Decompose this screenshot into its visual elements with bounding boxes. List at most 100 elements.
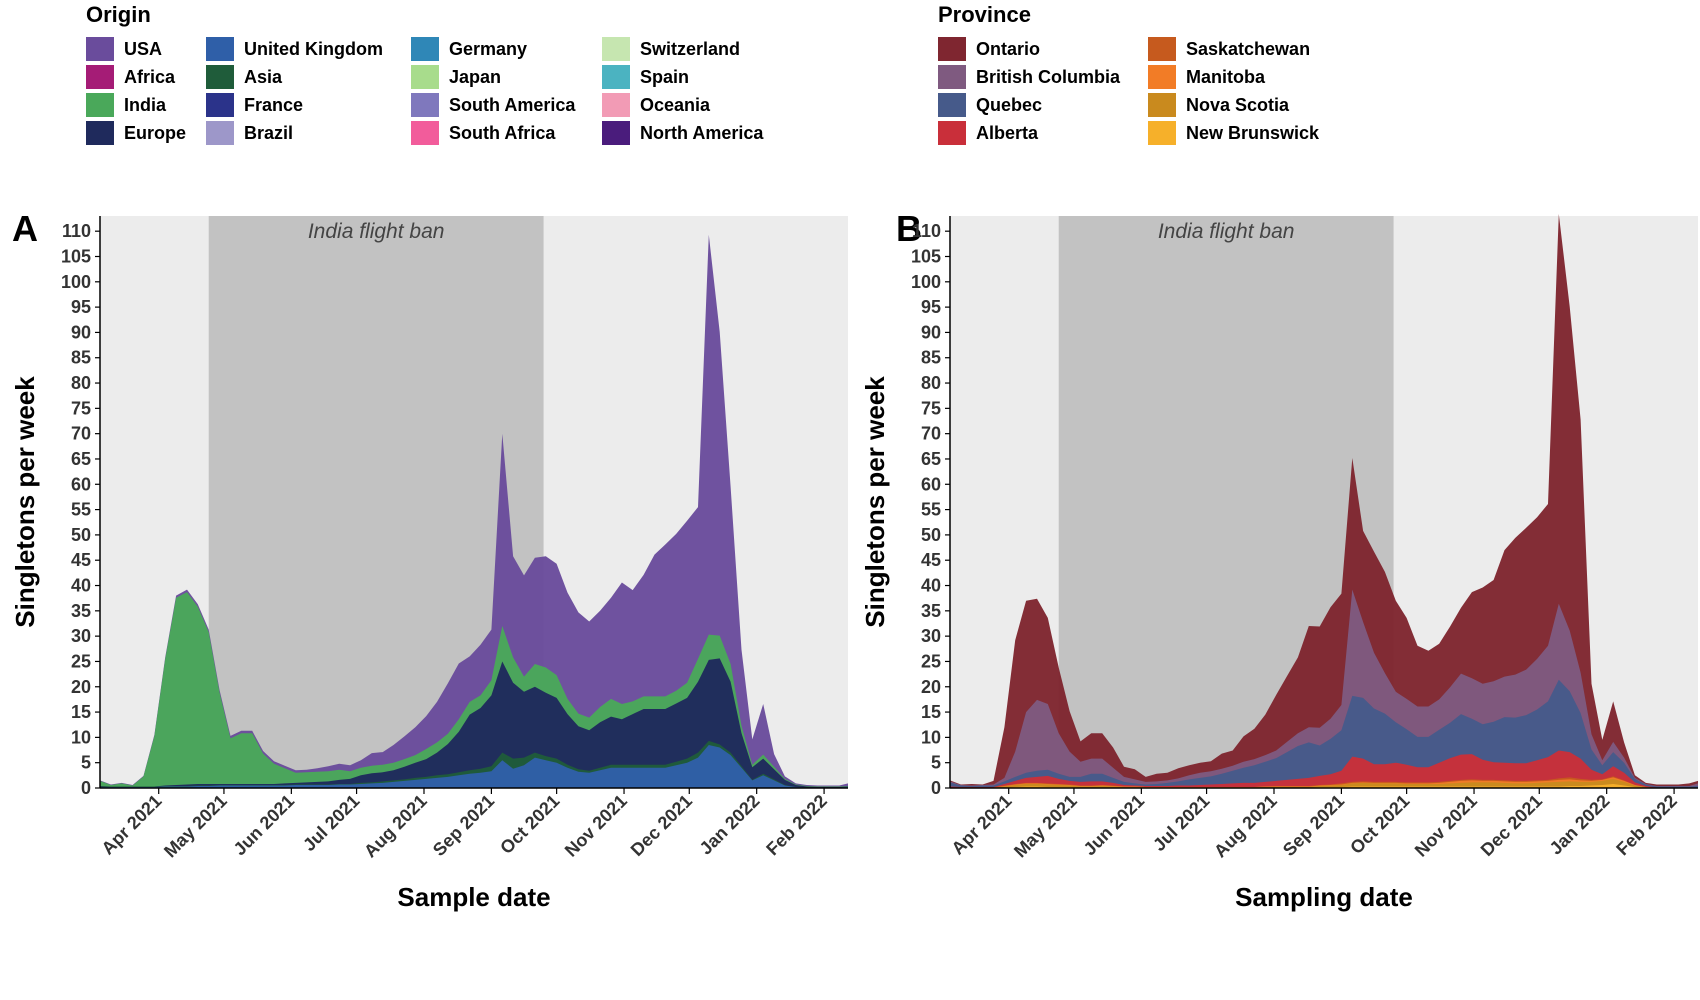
y-tick-label: 60 xyxy=(71,474,91,494)
y-tick-label: 20 xyxy=(71,677,91,697)
legend-label: Alberta xyxy=(976,122,1039,143)
x-tick-label: Sep 2021 xyxy=(1279,791,1348,860)
legend-item-asia: Asia xyxy=(206,64,282,90)
x-tick-label: May 2021 xyxy=(1010,791,1081,862)
x-tick-label: Nov 2021 xyxy=(561,791,631,861)
legend-swatch xyxy=(938,65,966,89)
legend-item-new-brunswick: New Brunswick xyxy=(1148,120,1319,146)
legend-label: Africa xyxy=(124,66,176,87)
legend-item-europe: Europe xyxy=(86,120,186,146)
legend-swatch xyxy=(206,65,234,89)
x-tick-label: Jul 2021 xyxy=(299,791,363,855)
legend-label: India xyxy=(124,94,167,115)
x-tick-label: Jun 2021 xyxy=(230,791,299,860)
legend-item-oceania: Oceania xyxy=(602,92,710,118)
y-tick-label: 15 xyxy=(921,702,941,722)
legend-item-quebec: Quebec xyxy=(938,92,1042,118)
x-tick-label: Feb 2022 xyxy=(1612,791,1681,860)
legend-item-ontario: Ontario xyxy=(938,36,1040,62)
legend-swatch xyxy=(602,37,630,61)
legend-label: France xyxy=(244,94,304,115)
chart-b: India flight ban 0 5 10 15 20 25 30 35 40 45 50 55 60… xyxy=(860,214,1698,912)
legend-label: Quebec xyxy=(976,94,1043,115)
y-tick-label: 30 xyxy=(921,626,941,646)
legend-item-switzerland: Switzerland xyxy=(602,36,740,62)
legend-label: British Columbia xyxy=(976,66,1121,87)
legend-swatch xyxy=(938,121,966,145)
x-tick-label: Oct 2021 xyxy=(1346,791,1413,858)
y-tick-label: 5 xyxy=(931,753,941,773)
legend-swatch xyxy=(1148,121,1176,145)
y-tick-label: 40 xyxy=(71,576,91,596)
legend-item-north-america: North America xyxy=(602,120,763,146)
area-united-kingdom xyxy=(100,745,848,788)
y-tick-label: 0 xyxy=(931,778,941,798)
y-tick-label: 110 xyxy=(912,221,941,241)
x-tick-label: May 2021 xyxy=(160,791,231,862)
x-axis-title: Sample date xyxy=(397,882,550,912)
y-tick-label: 20 xyxy=(921,677,941,697)
x-tick-label: Aug 2021 xyxy=(1210,791,1281,862)
y-tick-label: 100 xyxy=(911,272,941,292)
legend-label: Manitoba xyxy=(1186,66,1265,87)
area-alberta xyxy=(950,750,1698,788)
y-tick-label: 110 xyxy=(62,221,91,241)
area-new-brunswick xyxy=(950,784,1698,788)
y-tick-label: 100 xyxy=(61,272,91,292)
y-tick-label: 45 xyxy=(71,550,91,570)
legend-swatch xyxy=(86,65,114,89)
area-nova-scotia xyxy=(950,778,1698,788)
y-tick-label: 50 xyxy=(71,525,91,545)
legend-label: Japan xyxy=(449,66,502,87)
legend-item-alberta: Alberta xyxy=(938,120,1038,146)
y-tick-label: 60 xyxy=(921,474,941,494)
legend-label: Europe xyxy=(124,122,187,143)
legend-label: USA xyxy=(124,38,163,59)
legend-swatch xyxy=(1148,93,1176,117)
legend-swatch xyxy=(602,121,630,145)
x-tick-label: Dec 2021 xyxy=(627,791,696,860)
y-tick-label: 75 xyxy=(71,398,91,418)
y-tick-label: 85 xyxy=(71,348,91,368)
legend-swatch xyxy=(938,37,966,61)
annotation-flight-ban: India flight ban xyxy=(308,220,445,243)
y-tick-label: 65 xyxy=(71,449,91,469)
legend-item-brazil: Brazil xyxy=(206,120,293,146)
y-tick-label: 35 xyxy=(71,601,91,621)
legend-swatch xyxy=(411,65,439,89)
y-tick-label: 25 xyxy=(921,651,941,671)
legend-item-france: France xyxy=(206,92,303,118)
legend-swatch xyxy=(411,121,439,145)
y-tick-label: 70 xyxy=(71,424,91,444)
y-axis-title: Singletons per week xyxy=(860,376,890,628)
legend-swatch xyxy=(938,93,966,117)
legend-swatch xyxy=(1148,37,1176,61)
x-axis-title: Sampling date xyxy=(1235,882,1413,912)
y-tick-label: 95 xyxy=(71,297,91,317)
legend-label: Spain xyxy=(640,66,690,87)
x-tick-label: Jul 2021 xyxy=(1149,791,1213,855)
x-tick-label: Apr 2021 xyxy=(98,791,166,859)
y-tick-label: 25 xyxy=(71,651,91,671)
legend-swatch xyxy=(86,93,114,117)
legend-item-south-america: South America xyxy=(411,92,575,118)
y-tick-label: 10 xyxy=(71,727,91,747)
legend-label: United Kingdom xyxy=(244,38,383,59)
legend-province-title: Province xyxy=(938,2,1031,27)
legend-swatch xyxy=(206,93,234,117)
chart-a: India flight ban 0 5 10 15 20 25 30 35 40 45 50 55 60… xyxy=(10,216,848,912)
legend-label: Switzerland xyxy=(640,38,741,59)
annotation-flight-ban: India flight ban xyxy=(1158,220,1295,243)
legend-item-germany: Germany xyxy=(411,36,527,62)
panel-label-a: A xyxy=(12,208,38,249)
y-axis-title: Singletons per week xyxy=(10,376,40,628)
x-tick-label: Sep 2021 xyxy=(429,791,498,860)
x-tick-label: Jan 2022 xyxy=(1546,791,1614,859)
y-tick-label: 95 xyxy=(921,297,941,317)
y-tick-label: 70 xyxy=(921,424,941,444)
y-tick-label: 50 xyxy=(921,525,941,545)
legend-label: Brazil xyxy=(244,122,294,143)
legend-label: Nova Scotia xyxy=(1186,94,1290,115)
y-tick-label: 85 xyxy=(921,348,941,368)
legend-swatch xyxy=(411,37,439,61)
